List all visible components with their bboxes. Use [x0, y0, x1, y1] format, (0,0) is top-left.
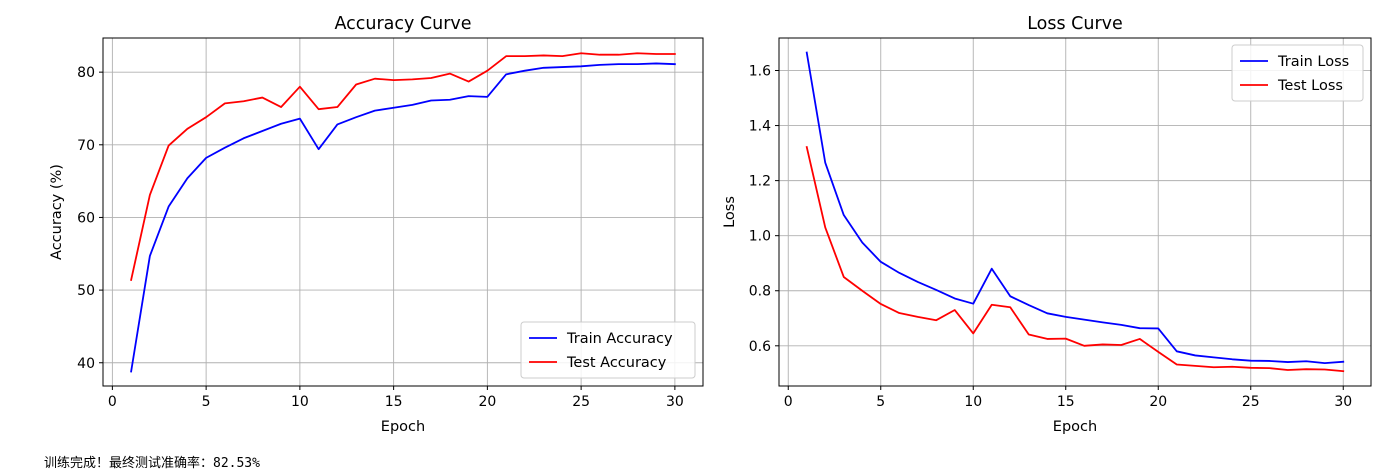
- legend-box: [520, 321, 696, 379]
- y-tick-label: 40: [77, 356, 95, 372]
- axes-frame: [102, 37, 704, 387]
- accuracy-chart: 0 5 10 15 20 25 30 40 50 60 70 80 Accuracy Curve Epoc…: [49, 14, 704, 435]
- x-tick-label: 20: [1149, 394, 1167, 410]
- x-tick-label: 0: [784, 394, 793, 410]
- series-line-train: [130, 62, 676, 373]
- chart-title: Accuracy Curve: [334, 14, 471, 34]
- y-tick-label: 70: [77, 138, 95, 154]
- y-axis-label: Loss: [722, 196, 738, 228]
- legend-label: Train Accuracy: [566, 331, 673, 347]
- x-tick-label: 25: [572, 394, 590, 410]
- y-axis-label: Accuracy (%): [49, 164, 65, 260]
- x-axis-label: Epoch: [381, 419, 425, 435]
- y-tick-label: 1.4: [749, 119, 771, 135]
- x-tick-label: 5: [202, 394, 211, 410]
- y-tick-label: 0.8: [749, 284, 771, 300]
- y-tick-label: 1.6: [749, 63, 771, 79]
- x-tick-label: 10: [964, 394, 982, 410]
- y-tick-label: 1.2: [749, 174, 771, 190]
- x-tick-label: 15: [1057, 394, 1075, 410]
- x-tick-label: 15: [385, 394, 403, 410]
- y-tick-label: 80: [77, 65, 95, 81]
- x-tick-label: 5: [876, 394, 885, 410]
- training-result-text: 训练完成！最终测试准确率：82.53%: [44, 456, 260, 471]
- x-tick-label: 0: [108, 394, 117, 410]
- y-tick-label: 50: [77, 283, 95, 299]
- y-tick-label: 1.0: [749, 229, 771, 245]
- y-tick-label: 60: [77, 210, 95, 226]
- y-tick-label: 0.6: [749, 339, 771, 355]
- x-tick-label: 30: [1334, 394, 1352, 410]
- series-line-test: [130, 52, 676, 282]
- axes-frame: [778, 37, 1372, 387]
- legend-label: Test Loss: [1277, 78, 1343, 94]
- x-tick-label: 30: [666, 394, 684, 410]
- legend-box: [1231, 44, 1364, 102]
- x-tick-label: 10: [291, 394, 309, 410]
- chart-title: Loss Curve: [1027, 14, 1123, 34]
- x-axis-label: Epoch: [1053, 419, 1097, 435]
- legend: Train Loss Test Loss: [1231, 44, 1364, 102]
- legend-label: Test Accuracy: [566, 355, 667, 371]
- x-tick-label: 25: [1242, 394, 1260, 410]
- loss-chart: 0 5 10 15 20 25 30 0.6 0.8 1.0 1.2 1.4 1.6 Loss Curve…: [722, 14, 1372, 435]
- x-tick-label: 20: [478, 394, 496, 410]
- legend-label: Train Loss: [1277, 54, 1349, 70]
- series-line-train: [805, 51, 1345, 365]
- legend: Train Accuracy Test Accuracy: [520, 321, 696, 379]
- series-line-test: [805, 145, 1345, 373]
